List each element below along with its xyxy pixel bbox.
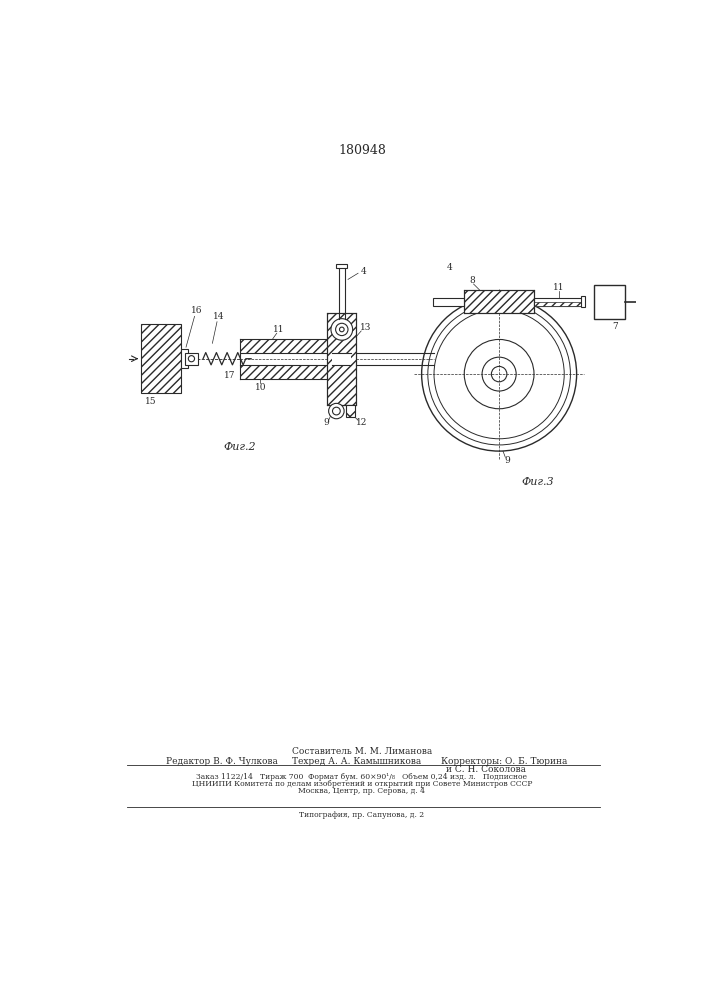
Text: 13: 13 [360, 323, 371, 332]
Text: 8: 8 [469, 276, 475, 285]
Circle shape [188, 356, 194, 362]
Bar [185, 353, 198, 365]
Circle shape [482, 357, 516, 391]
Text: 15: 15 [144, 397, 156, 406]
Circle shape [421, 297, 577, 451]
Text: Типография, пр. Сапунова, д. 2: Типография, пр. Сапунова, д. 2 [299, 811, 424, 819]
Text: Составитель М. М. Лиманова: Составитель М. М. Лиманова [292, 747, 432, 756]
Bar [594, 285, 625, 319]
Text: 17: 17 [224, 371, 236, 380]
Bar [580, 296, 585, 307]
Bar [433, 298, 464, 306]
Text: 10: 10 [255, 383, 266, 392]
Bar [534, 302, 585, 306]
Circle shape [434, 309, 564, 439]
Text: 16: 16 [191, 306, 203, 315]
Text: и С. Н. Соколова: и С. Н. Соколова [446, 765, 527, 774]
Text: 14: 14 [213, 312, 224, 321]
Text: 9: 9 [504, 456, 510, 465]
Text: 11: 11 [554, 283, 565, 292]
Text: 11: 11 [272, 325, 284, 334]
Text: Москва, Центр, пр. Серова, д. 4: Москва, Центр, пр. Серова, д. 4 [298, 787, 426, 795]
Bar [332, 353, 351, 365]
Text: 4: 4 [447, 263, 452, 272]
Circle shape [339, 327, 344, 332]
Bar [182, 349, 187, 368]
Bar [464, 290, 534, 313]
Text: ЦНИИПИ Комитета по делам изобретений и открытий при Совете Министров СССР: ЦНИИПИ Комитета по делам изобретений и о… [192, 780, 532, 788]
Text: Фиг.3: Фиг.3 [522, 477, 554, 487]
Text: 12: 12 [356, 418, 367, 427]
Bar [141, 324, 182, 393]
Text: Корректоры: О. Б. Тюрина: Корректоры: О. Б. Тюрина [441, 757, 568, 766]
Text: 9: 9 [323, 418, 329, 427]
Text: Фиг.2: Фиг.2 [223, 442, 256, 452]
Text: 180948: 180948 [338, 144, 386, 157]
Bar [534, 298, 585, 306]
Circle shape [464, 339, 534, 409]
Text: 4: 4 [361, 267, 366, 276]
Circle shape [491, 366, 507, 382]
Text: Редактор В. Ф. Чулкова: Редактор В. Ф. Чулкова [166, 757, 278, 766]
Circle shape [331, 319, 353, 340]
Circle shape [332, 407, 340, 415]
Circle shape [428, 303, 571, 445]
Text: 7: 7 [612, 322, 618, 331]
Bar [346, 405, 355, 417]
Circle shape [336, 323, 348, 336]
Text: Заказ 1122/14   Тираж 700  Формат бум. 60×90¹/₈   Объем 0,24 изд. л.   Подписное: Заказ 1122/14 Тираж 700 Формат бум. 60×9… [197, 773, 527, 781]
Bar [240, 339, 356, 353]
Bar [327, 312, 356, 405]
Text: Техред А. А. Камышникова: Техред А. А. Камышникова [292, 757, 421, 766]
Bar [337, 264, 347, 268]
Circle shape [329, 403, 344, 419]
Bar [240, 365, 356, 379]
